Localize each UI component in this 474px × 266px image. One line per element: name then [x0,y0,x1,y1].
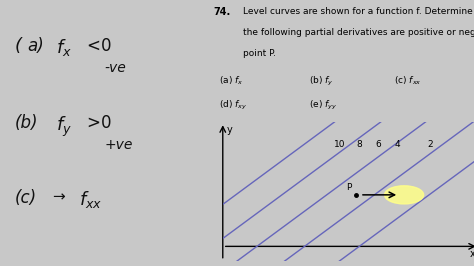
Text: (c): (c) [15,189,36,207]
Text: Level curves are shown for a function f. Determine whether: Level curves are shown for a function f.… [243,7,474,16]
Text: (e) $f_{yy}$: (e) $f_{yy}$ [310,98,337,111]
Text: 2: 2 [428,140,433,149]
Text: point P.: point P. [243,49,276,58]
Text: $<\!0$: $<\!0$ [83,37,113,55]
Text: -ve: -ve [104,61,126,75]
Text: 74.: 74. [214,7,231,17]
Text: $\rightarrow$: $\rightarrow$ [50,189,67,204]
Text: (c) $f_{xx}$: (c) $f_{xx}$ [394,74,422,87]
Text: (b): (b) [15,114,38,132]
Text: (a) $f_x$: (a) $f_x$ [219,74,244,87]
Text: 6: 6 [375,140,381,149]
Text: a): a) [27,37,44,55]
Text: (: ( [15,37,22,55]
Text: P: P [346,184,351,193]
Text: x: x [469,249,474,259]
Text: +ve: +ve [104,138,133,152]
Text: $>\!0$: $>\!0$ [83,114,113,132]
Ellipse shape [384,186,424,204]
Text: (b) $f_y$: (b) $f_y$ [310,74,334,88]
Text: the following partial derivatives are positive or negative at the: the following partial derivatives are po… [243,28,474,37]
Text: $f_x$: $f_x$ [56,37,72,58]
Text: (d) $f_{xy}$: (d) $f_{xy}$ [219,98,247,111]
Text: y: y [227,125,232,135]
Text: $f_y$: $f_y$ [56,114,72,139]
Text: $f_{xx}$: $f_{xx}$ [79,189,103,210]
Text: 8: 8 [356,140,362,149]
Text: 4: 4 [395,140,401,149]
Text: 10: 10 [334,140,346,149]
